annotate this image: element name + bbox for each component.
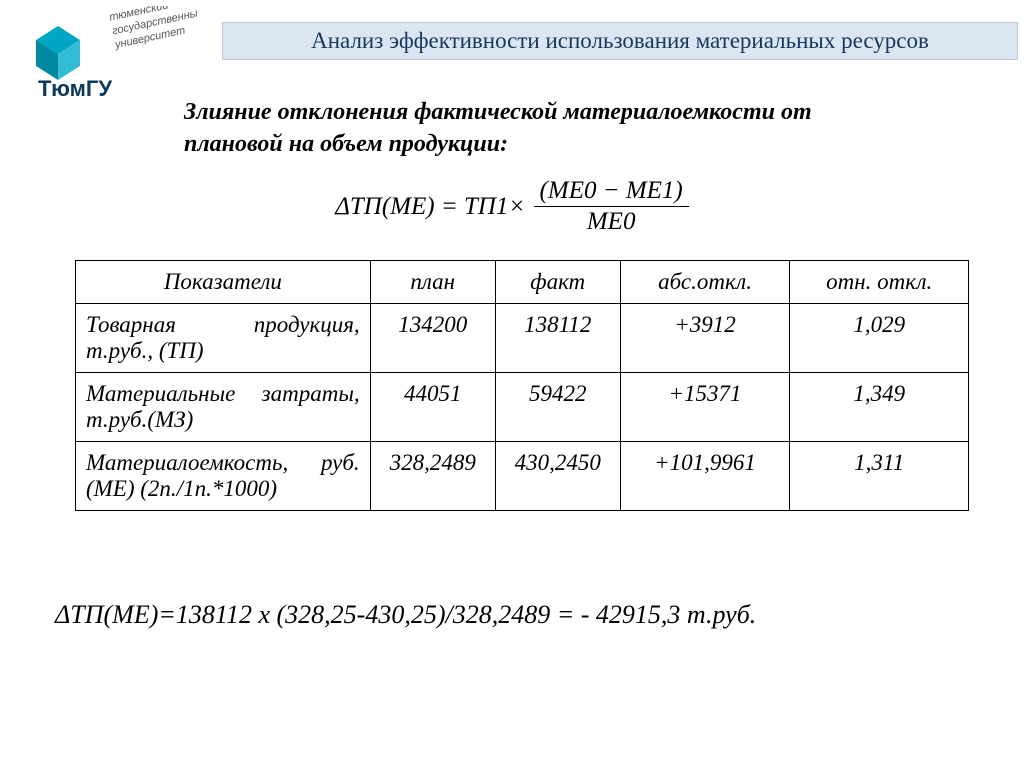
logo-main-text: ТюмГУ [38,76,112,101]
cell-plan: 134200 [370,304,495,373]
cell-abs: +15371 [620,373,790,442]
slide: ТюмГУ тюменский государственный универси… [0,0,1024,767]
table-row: Материальные затраты, т.руб.(МЗ) 44051 5… [76,373,969,442]
cell-rel: 1,311 [790,442,969,511]
cell-rel: 1,349 [790,373,969,442]
cell-label: Материальные затраты, т.руб.(МЗ) [76,373,371,442]
cell-label: Материалоемкость, руб. (МЕ) (2п./1п.*100… [76,442,371,511]
cell-fact: 430,2450 [495,442,620,511]
formula-numerator: (МЕ0 − МЕ1) [534,178,689,207]
page-title: Анализ эффективности использования матер… [311,28,929,54]
result-line: ΔТП(МЕ)=138112 х (328,25-430,25)/328,248… [55,600,969,630]
col-header-abs: абс.откл. [620,261,790,304]
formula: ΔТП(МЕ) = ТП1× (МЕ0 − МЕ1) МЕ0 [0,178,1024,238]
cell-label: Товарная продукция, т.руб., (ТП) [76,304,371,373]
table-header-row: Показатели план факт абс.откл. отн. откл… [76,261,969,304]
table-row: Материалоемкость, руб. (МЕ) (2п./1п.*100… [76,442,969,511]
formula-fraction: (МЕ0 − МЕ1) МЕ0 [534,178,689,236]
table-row: Товарная продукция, т.руб., (ТП) 134200 … [76,304,969,373]
subheading-line2: плановой на объем продукции: [184,131,508,157]
university-logo: ТюмГУ тюменский государственный универси… [8,6,198,101]
result-text: ΔТП(МЕ)=138112 х (328,25-430,25)/328,248… [55,600,756,629]
cell-abs: +3912 [620,304,790,373]
data-table: Показатели план факт абс.откл. отн. откл… [75,260,969,511]
subheading-line1: Злияние отклонения фактической материало… [184,99,812,125]
cell-plan: 328,2489 [370,442,495,511]
cell-abs: +101,9961 [620,442,790,511]
subheading: Злияние отклонения фактической материало… [184,96,984,161]
col-header-indicators: Показатели [76,261,371,304]
cell-plan: 44051 [370,373,495,442]
cell-rel: 1,029 [790,304,969,373]
col-header-plan: план [370,261,495,304]
cell-fact: 59422 [495,373,620,442]
logo-mark [36,26,80,80]
formula-lhs: ΔТП(МЕ) = ТП1× [335,193,525,221]
formula-denominator: МЕ0 [534,207,689,235]
cell-fact: 138112 [495,304,620,373]
col-header-rel: отн. откл. [790,261,969,304]
col-header-fact: факт [495,261,620,304]
page-title-bar: Анализ эффективности использования матер… [222,22,1018,60]
data-table-wrap: Показатели план факт абс.откл. отн. откл… [75,260,969,511]
